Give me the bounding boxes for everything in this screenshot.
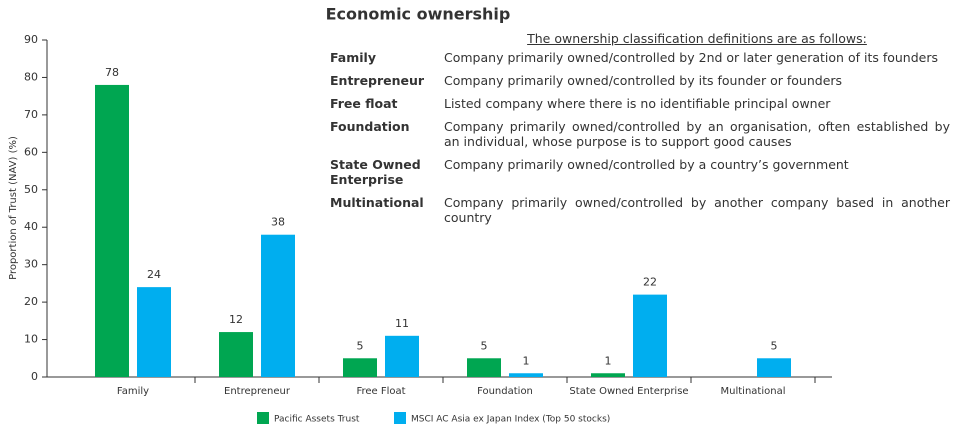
data-label: 1 bbox=[605, 354, 612, 367]
definition-definition: Company primarily owned/controlled by a … bbox=[444, 157, 849, 172]
definition-definition: Company primarily owned/controlled by 2n… bbox=[444, 50, 939, 65]
definition-row: Foundation Company primarily owned/contro… bbox=[330, 119, 950, 157]
data-label: 11 bbox=[395, 317, 409, 330]
bar bbox=[343, 358, 377, 377]
y-tick-label: 30 bbox=[24, 258, 38, 271]
bar bbox=[757, 358, 791, 377]
x-tick-label: Family bbox=[117, 386, 149, 397]
bar bbox=[261, 234, 295, 377]
bar bbox=[591, 373, 625, 377]
chart-title: Economic ownership bbox=[326, 5, 511, 24]
bar bbox=[385, 335, 419, 377]
definition-term: Family bbox=[330, 50, 376, 65]
y-tick-label: 90 bbox=[24, 33, 38, 46]
bar bbox=[137, 287, 171, 377]
x-tick-label: State Owned Enterprise bbox=[569, 386, 688, 397]
definitions: The ownership classification definitions… bbox=[330, 31, 950, 233]
x-tick-label: Entrepreneur bbox=[224, 386, 291, 397]
data-label: 5 bbox=[771, 339, 778, 352]
data-label: 12 bbox=[229, 313, 243, 326]
bar bbox=[219, 332, 253, 377]
y-tick-label: 50 bbox=[24, 183, 38, 196]
y-tick-label: 80 bbox=[24, 70, 38, 83]
y-tick-label: 20 bbox=[24, 295, 38, 308]
data-label: 1 bbox=[523, 354, 530, 367]
data-label: 5 bbox=[357, 339, 364, 352]
definitions-heading: The ownership classification definitions… bbox=[527, 31, 867, 46]
definitions-table: Family Company primarily owned/controlled… bbox=[330, 50, 950, 233]
legend-label: Pacific Assets Trust bbox=[274, 415, 360, 425]
definition-definition: Company primarily owned/controlled by an… bbox=[444, 119, 950, 149]
legend-swatch bbox=[394, 412, 406, 424]
bar bbox=[633, 294, 667, 377]
data-label: 22 bbox=[643, 276, 657, 289]
legend-swatch bbox=[257, 412, 269, 424]
y-tick-label: 0 bbox=[31, 370, 38, 383]
x-tick-label: Multinational bbox=[721, 386, 786, 397]
definition-definition: Listed company where there is no identif… bbox=[444, 96, 831, 111]
bar bbox=[509, 373, 543, 377]
definition-definition: Company primarily owned/controlled by an… bbox=[444, 195, 950, 225]
data-label: 5 bbox=[481, 339, 488, 352]
definition-term: State Owned Enterprise bbox=[330, 157, 421, 187]
y-tick-label: 60 bbox=[24, 145, 38, 158]
data-label: 78 bbox=[105, 66, 119, 79]
definition-row: State Owned Enterprise Company primarily … bbox=[330, 157, 950, 195]
y-axis-label: Proportion of Trust (NAV) (%) bbox=[8, 136, 19, 280]
definition-term: Free float bbox=[330, 96, 398, 111]
definition-term: Entrepreneur bbox=[330, 73, 425, 88]
y-tick-label: 10 bbox=[24, 333, 38, 346]
data-label: 38 bbox=[271, 216, 285, 229]
definition-row: Free float Listed company where there is … bbox=[330, 96, 950, 119]
definition-row: Entrepreneur Company primarily owned/cont… bbox=[330, 73, 950, 96]
y-tick-label: 40 bbox=[24, 220, 38, 233]
legend-label: MSCI AC Asia ex Japan Index (Top 50 stoc… bbox=[411, 415, 610, 425]
bar bbox=[467, 358, 501, 377]
definition-term: Multinational bbox=[330, 195, 424, 210]
definition-row: Family Company primarily owned/controlled… bbox=[330, 50, 950, 73]
bar bbox=[95, 84, 129, 377]
definition-definition: Company primarily owned/controlled by it… bbox=[444, 73, 843, 88]
x-tick-label: Foundation bbox=[477, 386, 533, 397]
definition-row: Multinational Company primarily owned/con… bbox=[330, 195, 950, 233]
data-label: 24 bbox=[147, 268, 161, 281]
x-tick-label: Free Float bbox=[356, 386, 405, 397]
definition-term: Foundation bbox=[330, 119, 410, 134]
y-tick-label: 70 bbox=[24, 108, 38, 121]
